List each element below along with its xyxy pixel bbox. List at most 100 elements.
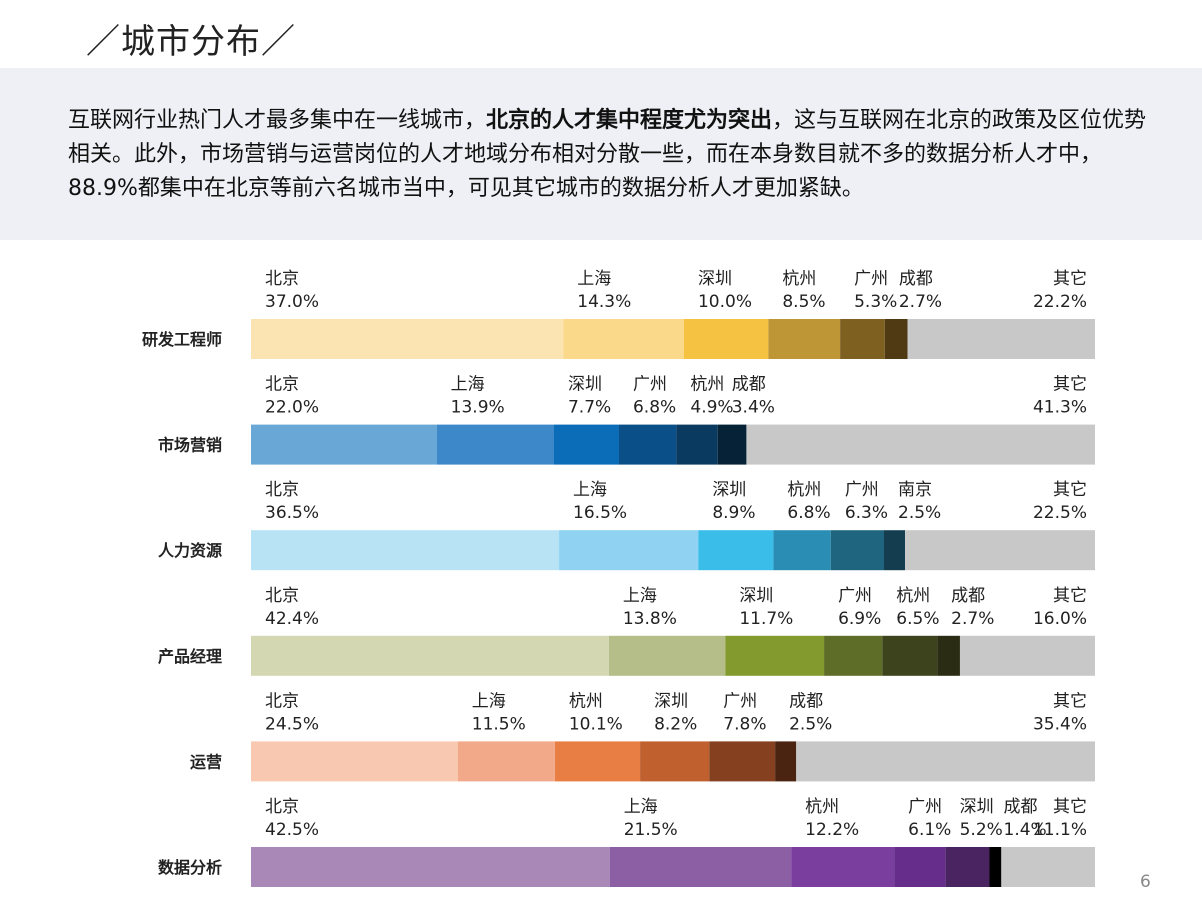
segment-name: 上海 (472, 691, 506, 711)
bar-segment (830, 530, 884, 571)
value-label: 41.3% (1033, 398, 1087, 418)
value-label: 16.5% (573, 503, 627, 523)
value-label: 6.3% (845, 503, 888, 523)
value-label: 35.4% (1033, 714, 1087, 734)
value-label: 4.9% (690, 398, 733, 418)
bar-segment (937, 635, 960, 676)
segment-name: 深圳 (712, 480, 746, 500)
segment-name: 深圳 (568, 375, 602, 395)
bar-segment (251, 741, 458, 782)
bar-segment (882, 635, 938, 676)
value-label: 2.5% (898, 503, 941, 523)
segment-name: 北京 (265, 480, 299, 500)
bar-segment (676, 424, 718, 465)
summary-band (0, 68, 1202, 240)
segment-name: 上海 (451, 375, 485, 395)
value-label: 21.5% (624, 820, 678, 840)
bar-segment (251, 424, 437, 465)
value-label: 6.1% (908, 820, 951, 840)
bar-segment (436, 424, 554, 465)
segment-name: 广州 (838, 586, 872, 606)
row-label: 研发工程师 (142, 330, 222, 349)
bar-segment (746, 424, 1095, 465)
value-label: 16.0% (1033, 609, 1087, 629)
bar-segment (618, 424, 677, 465)
segment-name: 上海 (577, 269, 611, 289)
value-label: 13.9% (451, 398, 505, 418)
segment-name: 杭州 (787, 480, 821, 500)
bar-segment (608, 635, 726, 676)
segment-name: 上海 (623, 586, 657, 606)
bar-segment (717, 424, 747, 465)
value-label: 3.4% (732, 398, 775, 418)
segment-name: 北京 (265, 586, 299, 606)
value-label: 2.7% (899, 292, 942, 312)
row-label: 市场营销 (158, 436, 222, 455)
value-label: 7.7% (568, 398, 611, 418)
bar-segment (775, 741, 797, 782)
value-label: 5.3% (854, 292, 897, 312)
value-label: 12.2% (805, 820, 859, 840)
bar-segment (554, 741, 641, 782)
segment-name: 北京 (265, 375, 299, 395)
value-label: 5.2% (960, 820, 1003, 840)
bar-segment (989, 847, 1002, 887)
segment-name: 广州 (723, 691, 757, 711)
bar-segment (773, 530, 831, 571)
segment-name: 成都 (789, 691, 823, 711)
bar-segment (905, 530, 1095, 571)
segment-name: 其它 (1053, 480, 1087, 500)
segment-name: 北京 (265, 269, 299, 289)
value-label: 6.9% (838, 609, 881, 629)
segment-name: 杭州 (782, 269, 816, 289)
bar-segment (251, 635, 609, 676)
bar-segment (251, 530, 560, 571)
bar-segment (884, 530, 906, 571)
bar-segment (894, 847, 946, 887)
segment-name: 成都 (899, 269, 933, 289)
bar-segment (640, 741, 710, 782)
bar-segment (698, 530, 774, 571)
bar-segment (609, 847, 792, 887)
value-label: 7.8% (723, 714, 766, 734)
segment-name: 杭州 (896, 586, 930, 606)
segment-name: 深圳 (960, 797, 994, 817)
row-label: 数据分析 (158, 858, 222, 877)
segment-name: 南京 (898, 480, 932, 500)
value-label: 2.5% (789, 714, 832, 734)
value-label: 11.1% (1033, 820, 1087, 840)
description-bold: 北京的人才集中程度尤为突出 (486, 108, 773, 133)
bar-segment (959, 635, 1095, 676)
value-label: 42.5% (265, 820, 319, 840)
value-label: 8.2% (654, 714, 697, 734)
segment-name: 上海 (624, 797, 658, 817)
segment-name: 深圳 (698, 269, 732, 289)
description-text: ，这与互联网在北京的政策及区位优势相关。此外，市场营销与运营岗位的人才地域分布相… (68, 108, 1147, 201)
value-label: 2.7% (951, 609, 994, 629)
value-label: 36.5% (265, 503, 319, 523)
bar-segment (768, 319, 841, 359)
value-label: 11.5% (472, 714, 526, 734)
segment-name: 成都 (1004, 797, 1038, 817)
segment-name: 其它 (1053, 375, 1087, 395)
title: ／城市分布／ (86, 22, 296, 62)
bar-segment (907, 319, 1095, 359)
value-label: 10.0% (698, 292, 752, 312)
value-label: 42.4% (265, 609, 319, 629)
segment-name: 其它 (1053, 691, 1087, 711)
bar-segment (840, 319, 885, 359)
bar-segment (796, 741, 1095, 782)
value-label: 22.0% (265, 398, 319, 418)
segment-name: 杭州 (569, 691, 603, 711)
bar-segment (559, 530, 699, 571)
value-label: 8.9% (712, 503, 755, 523)
bar-segment (709, 741, 776, 782)
bar-segment (683, 319, 769, 359)
segment-name: 深圳 (654, 691, 688, 711)
row-label: 运营 (190, 752, 222, 771)
value-label: 11.7% (739, 609, 793, 629)
segment-name: 北京 (265, 691, 299, 711)
bar-segment (725, 635, 825, 676)
segment-name: 其它 (1053, 586, 1087, 606)
